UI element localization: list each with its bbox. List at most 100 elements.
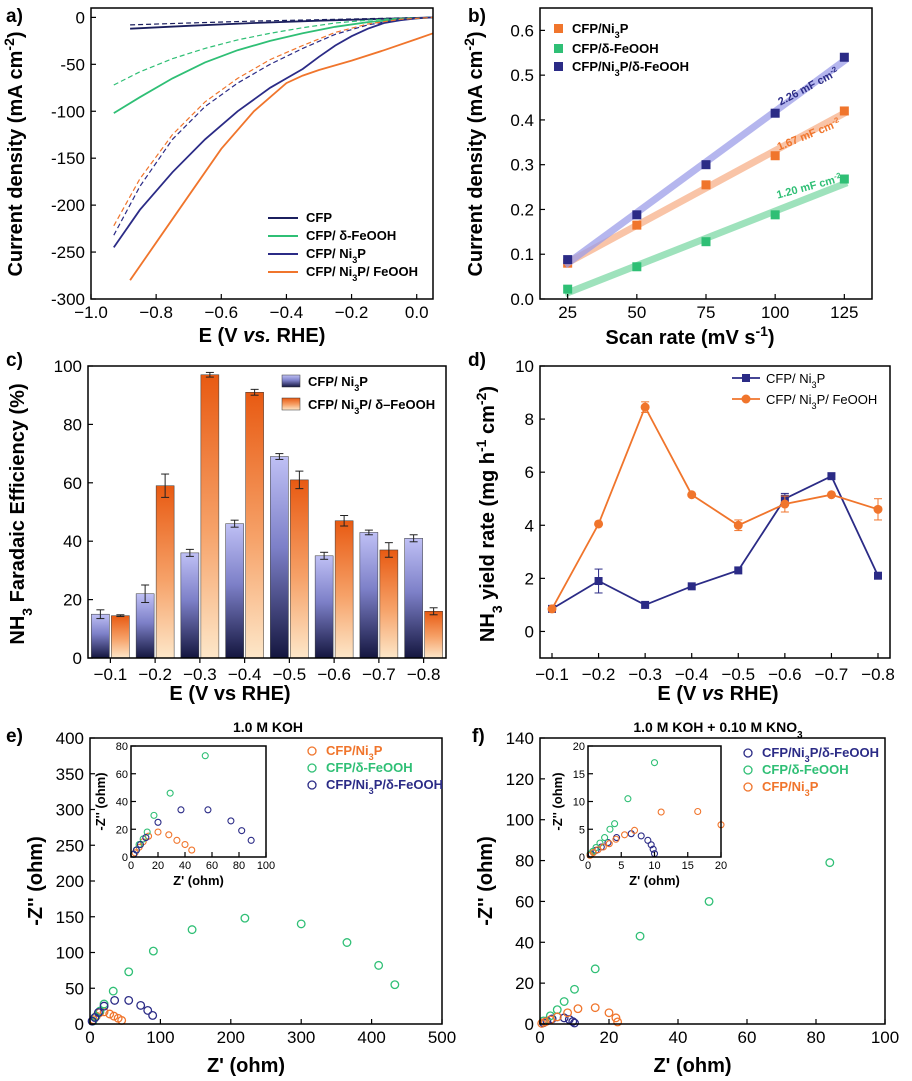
c-xtick-label: −0.2 [138, 665, 172, 684]
data-point-5 [570, 1018, 579, 1028]
d-xtick-label: −0.4 [675, 665, 709, 684]
inset-point-4 [173, 836, 181, 844]
inset-point-5 [612, 835, 620, 843]
series-line-a-3 [113, 16, 434, 86]
legend-label-4-0: CFP/Ni3P [326, 743, 383, 762]
i4-xtick-label: 0 [128, 860, 134, 872]
chart-title-5: 1.0 M KOH + 0.10 M KNO3 [633, 719, 803, 741]
data-point-4 [374, 960, 384, 970]
n5-ytick-label: 120 [506, 770, 534, 789]
data-point-d [734, 566, 743, 575]
d-ytick-label: 2 [525, 569, 534, 588]
legend-label-c-1: CFP/ Ni3P/ δ–FeOOH [308, 397, 435, 416]
c-xtick-label: −0.3 [183, 665, 217, 684]
bar-c [225, 523, 244, 659]
legend-marker-b-0 [554, 24, 563, 33]
legend-label-5-0: CFP/Ni3P/δ-FeOOH [762, 745, 879, 764]
x-axis-label-5: Z' (ohm) [653, 1055, 731, 1077]
legend-label-5-1: CFP/δ-FeOOH [762, 762, 849, 777]
i5-ytick-label: 10 [573, 797, 585, 809]
c-ytick-label: 40 [63, 532, 82, 551]
inset-point-4 [181, 840, 189, 849]
d-xtick-label: −0.6 [768, 665, 802, 684]
data-point-5 [604, 1008, 614, 1018]
c-ytick-label: 60 [63, 474, 82, 493]
a-xtick-label: −0.8 [139, 303, 173, 322]
x-axis-label-d: E (V vs RHE) [657, 683, 778, 705]
n5-xtick-label: 40 [669, 1028, 688, 1047]
plot-frame-c [87, 365, 447, 659]
i5-ytick-label: 20 [573, 741, 585, 753]
plot-frame-d [539, 365, 891, 659]
data-point-4 [143, 1005, 153, 1015]
inset-point-5 [594, 846, 602, 854]
c-xtick-label: −0.5 [273, 665, 307, 684]
data-point-b [839, 174, 849, 184]
b-xtick-label: 75 [697, 303, 716, 322]
legend-marker-4-0 [307, 746, 317, 756]
series-line-d-1 [551, 404, 879, 610]
i4-ytick-label: 40 [116, 797, 128, 809]
i5-xtick-label: 15 [682, 860, 694, 872]
n4-xtick-label: 100 [146, 1028, 174, 1047]
plot-frame-a [90, 7, 434, 300]
b-ytick-label: 0.0 [510, 290, 534, 309]
inset-point-5 [624, 795, 632, 803]
x-axis-label-a: E (V vs. RHE) [199, 325, 326, 347]
inset-point-4 [150, 811, 158, 819]
a-ytick-label: -200 [51, 196, 85, 215]
data-point-4 [148, 946, 158, 956]
inset-bg-5 [588, 746, 721, 857]
a-ytick-label: -100 [51, 102, 85, 121]
i5-xtick-label: 10 [648, 860, 660, 872]
c-xtick-label: −0.7 [362, 665, 396, 684]
bar-c [359, 532, 379, 659]
i4-xtick-label: 60 [206, 860, 218, 872]
data-point-4 [148, 1010, 158, 1020]
panel-label-e: e) [6, 726, 23, 747]
data-point-4 [342, 938, 352, 947]
a-ytick-label: -300 [51, 290, 85, 309]
legend-label-5-2: CFP/Ni3P [762, 779, 819, 798]
i4-ytick-label: 20 [116, 824, 128, 836]
n5-ytick-label: 140 [506, 729, 534, 748]
b-ytick-label: 0.6 [510, 21, 534, 40]
i4-xtick-label: 100 [257, 860, 275, 872]
d-xtick-label: −0.3 [628, 665, 662, 684]
data-point-b [839, 52, 849, 62]
bar-c [155, 485, 175, 659]
n4-xtick-label: 200 [217, 1028, 245, 1047]
c-ytick-label: 0 [73, 649, 82, 668]
a-xtick-label: −0.6 [205, 303, 239, 322]
inset-point-4 [227, 817, 235, 825]
n4-ytick-label: 200 [56, 872, 84, 891]
legend-marker-5-1 [743, 765, 753, 775]
data-point-b [770, 108, 780, 118]
y-axis-label-b: Current density (mA cm-2) [461, 31, 487, 276]
i5-xtick-label: 5 [618, 860, 624, 872]
inset-point-5 [637, 832, 645, 840]
data-point-b [563, 255, 573, 265]
legend-marker-4-2 [307, 780, 317, 790]
bar-c [180, 552, 200, 659]
legend-marker-c-1 [281, 397, 301, 411]
bar-c [111, 615, 130, 659]
d-xtick-label: −0.7 [815, 665, 849, 684]
i5-xtick-label: 0 [585, 860, 591, 872]
b-ytick-label: 0.2 [510, 200, 534, 219]
n4-xtick-label: 500 [428, 1028, 456, 1047]
a-xtick-label: 0.0 [405, 303, 429, 322]
legend-marker-4-1 [307, 763, 317, 773]
data-point-5 [825, 858, 835, 868]
legend-label-a-1: CFP/ δ-FeOOH [306, 228, 396, 243]
n4-ytick-label: 0 [75, 1015, 84, 1034]
data-point-5 [635, 931, 645, 941]
d-xtick-label: −0.1 [535, 665, 569, 684]
b-xtick-label: 125 [830, 303, 858, 322]
inset-point-4 [177, 806, 185, 814]
data-point-5 [611, 1013, 621, 1023]
n5-ytick-label: 20 [515, 974, 534, 993]
i4-ytick-label: 0 [122, 852, 128, 864]
inset-point-5 [606, 825, 614, 833]
inset-point-5 [611, 820, 619, 828]
